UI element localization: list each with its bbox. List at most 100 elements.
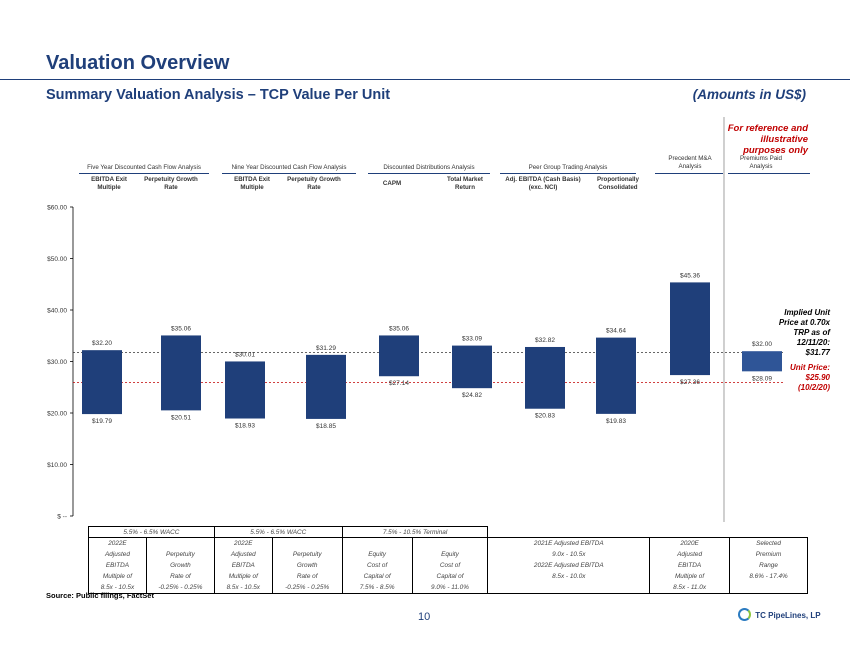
assumption-cell: 9.0x - 10.5x [487,549,651,560]
assumption-cell [412,537,489,549]
page-subtitle: Summary Valuation Analysis – TCP Value P… [46,87,391,103]
assumptions-table: 5.5% - 6.5% WACC 5.5% - 6.5% WACC 7.5% -… [88,526,808,594]
assumption-cell: -0.25% - 0.25% [146,582,215,594]
assumption-row: Adjusted Perpetuity Adjusted Perpetuity … [88,549,808,560]
assumption-cell: Adjusted [649,549,730,560]
assumption-cell: Multiple of [649,571,730,582]
bar-high-label: $45.36 [680,272,700,279]
category-label-4: Perpetuity Growth Rate [287,176,341,191]
bar-5 [379,335,419,377]
bar-high-label: $32.20 [92,340,112,347]
assumption-cell: EBITDA [88,560,147,571]
bar-low-label: $18.93 [235,423,255,430]
assumption-cell: 8.5x - 10.5x [214,582,273,594]
implied-price-note: Implied Unit Price at 0.70x TRP as of 12… [778,308,830,357]
reference-note: For reference and illustrative purposes … [727,123,808,156]
assumption-cell: Equity [412,549,489,560]
bar-low-label: $27.36 [680,379,700,386]
source-note: Source: Public filings, FactSet [46,591,154,600]
assumption-cell: EBITDA [649,560,730,571]
bar-high-label: $30.01 [235,351,255,358]
category-label-6: Total Market Return [447,176,483,191]
assumption-cell: Capital of [342,571,413,582]
header-premiums-line [728,173,810,174]
wacc-cell: 5.5% - 6.5% WACC [214,526,343,538]
header-premiums: Premiums Paid Analysis [740,155,782,170]
assumption-cell: Selected [729,537,808,549]
bar-low-label: $28.09 [752,375,772,382]
bar-high-label: $33.09 [462,336,482,343]
assumption-cell [342,537,413,549]
header-peer-line [500,173,636,174]
category-label-1: EBITDA Exit Multiple [91,176,127,191]
assumption-cell: 8.6% - 17.4% [729,571,808,582]
category-label-8: Proportionally Consolidated [597,176,639,191]
bar-high-label: $32.82 [535,337,555,344]
assumption-row: 8.5x - 10.5x -0.25% - 0.25% 8.5x - 10.5x… [88,582,808,594]
assumption-row: EBITDA Growth EBITDA Growth Cost of Cost… [88,560,808,571]
category-label-5: CAPM [382,180,402,187]
assumption-row: 2022E 2022E 2021E Adjusted EBITDA 2020E … [88,537,808,549]
assumption-cell: Adjusted [214,549,273,560]
header-dcf5: Five Year Discounted Cash Flow Analysis [87,164,201,171]
wacc-cell-empty [487,526,808,538]
assumption-cell: 2022E Adjusted EBITDA [487,560,651,571]
bar-high-label: $35.06 [389,325,409,332]
assumption-cell: Perpetuity [272,549,343,560]
page-title: Valuation Overview [46,52,230,74]
bar-10 [742,351,782,372]
bar-low-label: $18.85 [316,423,336,430]
logo-text: TC PipeLines, LP [755,611,821,620]
company-logo: TC PipeLines, LP [738,608,821,621]
bar-6 [452,345,492,389]
assumption-cell: Multiple of [214,571,273,582]
wacc-cell: 5.5% - 6.5% WACC [88,526,215,538]
header-dcf9: Nine Year Discounted Cash Flow Analysis [231,164,347,171]
bar-7 [525,346,565,409]
assumption-cell: 2022E [214,537,273,549]
bar-4 [306,354,346,419]
bar-2 [161,335,201,411]
header-ddm-line [368,173,490,174]
assumption-cell: Rate of [146,571,215,582]
bar-low-label: $19.83 [606,418,626,425]
assumption-cell: EBITDA [214,560,273,571]
assumption-cell [272,537,343,549]
assumption-cell: Adjusted [88,549,147,560]
assumption-cell: 2022E [88,537,147,549]
assumption-cell: 7.5% - 8.5% [342,582,413,594]
category-label-2: Perpetuity Growth Rate [144,176,198,191]
assumption-cell: 9.0% - 11.0% [412,582,489,594]
assumption-cell: 8.5x - 10.5x [88,582,147,594]
bar-low-label: $24.82 [462,392,482,399]
assumption-cell: Range [729,560,808,571]
assumption-row: Multiple of Rate of Multiple of Rate of … [88,571,808,582]
y-tick-label: $30.00 [47,359,67,366]
bar-3 [225,361,265,419]
logo-icon [738,608,751,621]
bar-9 [670,282,710,376]
y-tick-label: $10.00 [47,462,67,469]
assumption-cell: Cost of [342,560,413,571]
assumption-cell: Equity [342,549,413,560]
assumption-cell: 8.5x - 10.0x [487,571,651,582]
header-precedent: Precedent M&A Analysis [668,155,712,170]
assumption-cell: Perpetuity [146,549,215,560]
bar-low-label: $27.14 [389,380,409,387]
assumption-cell: Rate of [272,571,343,582]
wacc-row: 5.5% - 6.5% WACC 5.5% - 6.5% WACC 7.5% -… [88,526,808,538]
header-dcf5-line [79,173,209,174]
bar-8 [596,337,636,414]
bar-high-label: $35.06 [171,325,191,332]
category-label-3: EBITDA Exit Multiple [234,176,270,191]
assumption-cell: Premium [729,549,808,560]
header-precedent-line [655,173,723,174]
y-tick-label: $20.00 [47,411,67,418]
assumption-cell [146,537,215,549]
y-tick-label: $60.00 [47,205,67,212]
y-tick-label: $40.00 [47,308,67,315]
assumption-cell: Cost of [412,560,489,571]
assumption-cell: 2020E [649,537,730,549]
bar-low-label: $19.79 [92,418,112,425]
bar-low-label: $20.51 [171,414,191,421]
